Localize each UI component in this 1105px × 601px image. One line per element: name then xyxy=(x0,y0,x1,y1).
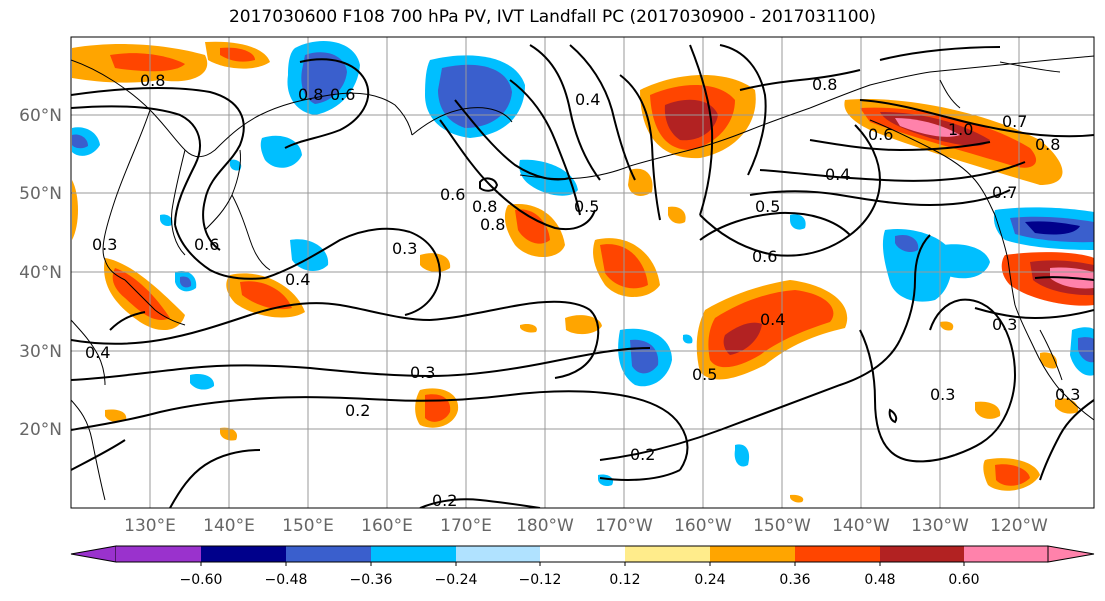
contour-label: 0.3 xyxy=(410,363,435,382)
colorbar-tick-label: −0.24 xyxy=(435,572,478,588)
contour-label: 0.2 xyxy=(630,445,655,464)
colorbar-segment xyxy=(710,546,795,562)
colorbar: −0.60 −0.48 −0.36 −0.24 −0.12 0.12 0.24 … xyxy=(70,545,1095,588)
contour-label: 0.3 xyxy=(992,315,1017,334)
contour-label: 0.6 xyxy=(330,85,355,104)
lon-label: 130°W xyxy=(911,516,969,536)
contour-label: 0.4 xyxy=(85,343,110,362)
lat-label: 40°N xyxy=(19,263,62,283)
lon-label: 140°W xyxy=(832,516,890,536)
contour-label: 0.4 xyxy=(575,90,600,109)
contour-label: 0.8 xyxy=(472,197,497,216)
lat-label: 50°N xyxy=(19,184,62,204)
lat-label: 60°N xyxy=(19,106,62,126)
coastlines xyxy=(71,55,1094,501)
lon-label: 150°E xyxy=(282,516,334,536)
colorbar-segment xyxy=(540,546,625,562)
colorbar-segment xyxy=(625,546,710,562)
contour-label: 1.0 xyxy=(948,120,973,139)
contour-label: 0.3 xyxy=(1055,385,1080,404)
colorbar-tick-label: 0.60 xyxy=(948,572,979,588)
contour-label: 0.8 xyxy=(812,75,837,94)
contour-label: 0.2 xyxy=(432,491,457,510)
contour-label: 0.5 xyxy=(755,197,780,216)
lon-label: 180°W xyxy=(516,516,574,536)
colorbar-segment xyxy=(371,546,456,562)
colorbar-tick-label: 0.36 xyxy=(779,572,810,588)
colorbar-segment xyxy=(286,546,371,562)
contour-label: 0.7 xyxy=(1002,112,1027,131)
pv-shading-positive xyxy=(72,41,1094,503)
colorbar-segment xyxy=(201,546,286,562)
colorbar-tick-label: 0.48 xyxy=(864,572,895,588)
lon-label: 160°W xyxy=(674,516,732,536)
contour-label: 0.8 xyxy=(1035,135,1060,154)
lon-label: 140°E xyxy=(203,516,255,536)
longitude-labels: 130°E 140°E 150°E 160°E 170°E 180°W 170°… xyxy=(124,516,1048,536)
lon-label: 170°E xyxy=(440,516,492,536)
contour-label: 0.5 xyxy=(692,365,717,384)
contour-labels: 0.8 0.8 0.6 0.8 0.4 0.6 0.8 0.5 0.6 0.8 … xyxy=(85,71,1080,510)
colorbar-segment xyxy=(456,546,540,562)
lat-label: 20°N xyxy=(19,420,62,440)
contour-label: 0.6 xyxy=(440,185,465,204)
contour-label: 0.8 xyxy=(480,215,505,234)
contour-label: 0.6 xyxy=(194,235,219,254)
lon-label: 170°W xyxy=(595,516,653,536)
colorbar-segment xyxy=(116,546,201,562)
lon-label: 160°E xyxy=(361,516,413,536)
contour-label: 0.6 xyxy=(752,247,777,266)
lon-label: 130°E xyxy=(124,516,176,536)
contour-label: 0.7 xyxy=(992,183,1017,202)
colorbar-tick-label: −0.36 xyxy=(350,572,393,588)
lon-label: 150°W xyxy=(753,516,811,536)
colorbar-tick-label: 0.12 xyxy=(609,572,640,588)
colorbar-extend-high xyxy=(1047,545,1095,563)
contour-label: 0.5 xyxy=(574,197,599,216)
contour-label: 0.4 xyxy=(760,310,785,329)
contour-label: 0.3 xyxy=(92,235,117,254)
colorbar-tick-label: −0.12 xyxy=(519,572,562,588)
colorbar-tick-label: −0.60 xyxy=(180,572,223,588)
colorbar-tick-label: 0.24 xyxy=(694,572,725,588)
contour-label: 0.6 xyxy=(868,125,893,144)
contour-label: 0.3 xyxy=(392,239,417,258)
contour-label: 0.8 xyxy=(298,85,323,104)
contour-label: 0.3 xyxy=(930,385,955,404)
ivt-contours xyxy=(71,44,1094,508)
contour-label: 0.8 xyxy=(140,71,165,90)
lat-label: 30°N xyxy=(19,342,62,362)
lon-label: 120°W xyxy=(990,516,1048,536)
colorbar-segment xyxy=(964,546,1048,562)
colorbar-extend-low xyxy=(70,545,117,563)
latitude-labels: 60°N 50°N 40°N 30°N 20°N xyxy=(19,106,62,440)
contour-label: 0.4 xyxy=(825,165,850,184)
colorbar-segment xyxy=(880,546,964,562)
map-title: 2017030600 F108 700 hPa PV, IVT Landfall… xyxy=(228,7,876,27)
colorbar-segment xyxy=(795,546,880,562)
colorbar-tick-label: −0.48 xyxy=(265,572,308,588)
contour-label: 0.2 xyxy=(345,401,370,420)
contour-label: 0.4 xyxy=(285,270,310,289)
map-panel: 0.8 0.8 0.6 0.8 0.4 0.6 0.8 0.5 0.6 0.8 … xyxy=(70,36,1095,510)
pv-shading-negative xyxy=(72,41,1094,487)
